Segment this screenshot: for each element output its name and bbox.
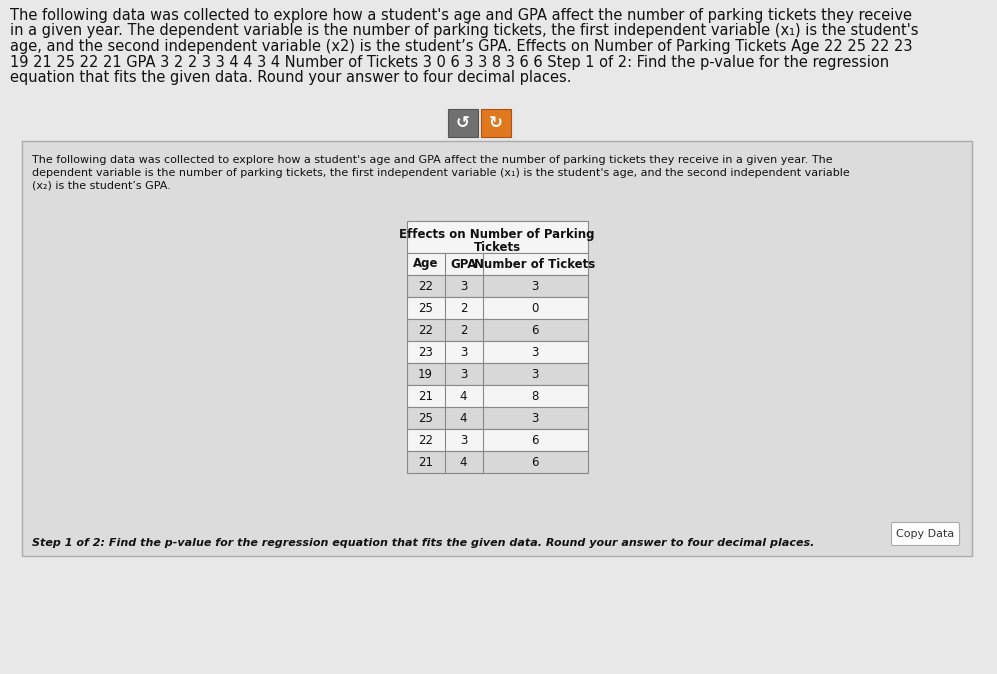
Text: 0: 0 [531, 301, 538, 315]
Text: 19 21 25 22 21 GPA 3 2 2 3 3 4 4 3 4 Number of Tickets 3 0 6 3 3 8 3 6 6 Step 1 : 19 21 25 22 21 GPA 3 2 2 3 3 4 4 3 4 Num… [10, 55, 889, 69]
Text: 8: 8 [531, 390, 538, 402]
Text: 6: 6 [531, 456, 538, 468]
Text: 2: 2 [460, 301, 468, 315]
Bar [407, 319, 587, 341]
FancyBboxPatch shape [891, 522, 959, 545]
Text: 21: 21 [418, 390, 433, 402]
Text: 3: 3 [460, 367, 468, 381]
Text: in a given year. The dependent variable is the number of parking tickets, the fi: in a given year. The dependent variable … [10, 24, 918, 38]
Bar [407, 297, 587, 319]
FancyBboxPatch shape [481, 109, 511, 137]
Text: Copy Data: Copy Data [896, 529, 954, 539]
FancyBboxPatch shape [22, 141, 972, 556]
Text: Step 1 of 2: Find the p-value for the regression equation that fits the given da: Step 1 of 2: Find the p-value for the re… [32, 538, 815, 548]
Text: 19: 19 [418, 367, 433, 381]
Bar [407, 407, 587, 429]
Text: (x₂) is the student’s GPA.: (x₂) is the student’s GPA. [32, 181, 170, 191]
Text: ↺: ↺ [456, 114, 470, 132]
Text: 22: 22 [418, 433, 433, 446]
Text: The following data was collected to explore how a student's age and GPA affect t: The following data was collected to expl… [32, 155, 832, 165]
Text: 2: 2 [460, 324, 468, 336]
Text: 25: 25 [418, 301, 433, 315]
Text: The following data was collected to explore how a student's age and GPA affect t: The following data was collected to expl… [10, 8, 912, 23]
Text: 4: 4 [460, 412, 468, 425]
Text: 22: 22 [418, 280, 433, 293]
Text: 3: 3 [531, 367, 538, 381]
Text: Number of Tickets: Number of Tickets [475, 257, 595, 270]
Text: 3: 3 [460, 346, 468, 359]
FancyBboxPatch shape [448, 109, 478, 137]
Text: 21: 21 [418, 456, 433, 468]
Bar [407, 363, 587, 385]
Bar [407, 221, 587, 253]
Text: 3: 3 [531, 346, 538, 359]
Text: 22: 22 [418, 324, 433, 336]
Text: 3: 3 [531, 280, 538, 293]
Bar [407, 341, 587, 363]
Text: 3: 3 [460, 280, 468, 293]
Text: 25: 25 [418, 412, 433, 425]
Text: ↻: ↻ [490, 114, 502, 132]
Text: dependent variable is the number of parking tickets, the first independent varia: dependent variable is the number of park… [32, 168, 849, 178]
Text: Tickets: Tickets [474, 241, 520, 254]
Bar [407, 385, 587, 407]
Text: Effects on Number of Parking: Effects on Number of Parking [399, 228, 595, 241]
Text: 4: 4 [460, 390, 468, 402]
Bar [407, 429, 587, 451]
Text: 3: 3 [531, 412, 538, 425]
Bar [407, 253, 587, 275]
Text: 6: 6 [531, 433, 538, 446]
Bar [407, 275, 587, 297]
Bar [407, 451, 587, 473]
Text: 4: 4 [460, 456, 468, 468]
Text: GPA: GPA [451, 257, 477, 270]
Text: age, and the second independent variable (x2) is the student’s GPA. Effects on N: age, and the second independent variable… [10, 39, 912, 54]
Text: 3: 3 [460, 433, 468, 446]
Text: Age: Age [413, 257, 439, 270]
Text: 23: 23 [418, 346, 433, 359]
Text: equation that fits the given data. Round your answer to four decimal places.: equation that fits the given data. Round… [10, 70, 571, 85]
Text: 6: 6 [531, 324, 538, 336]
